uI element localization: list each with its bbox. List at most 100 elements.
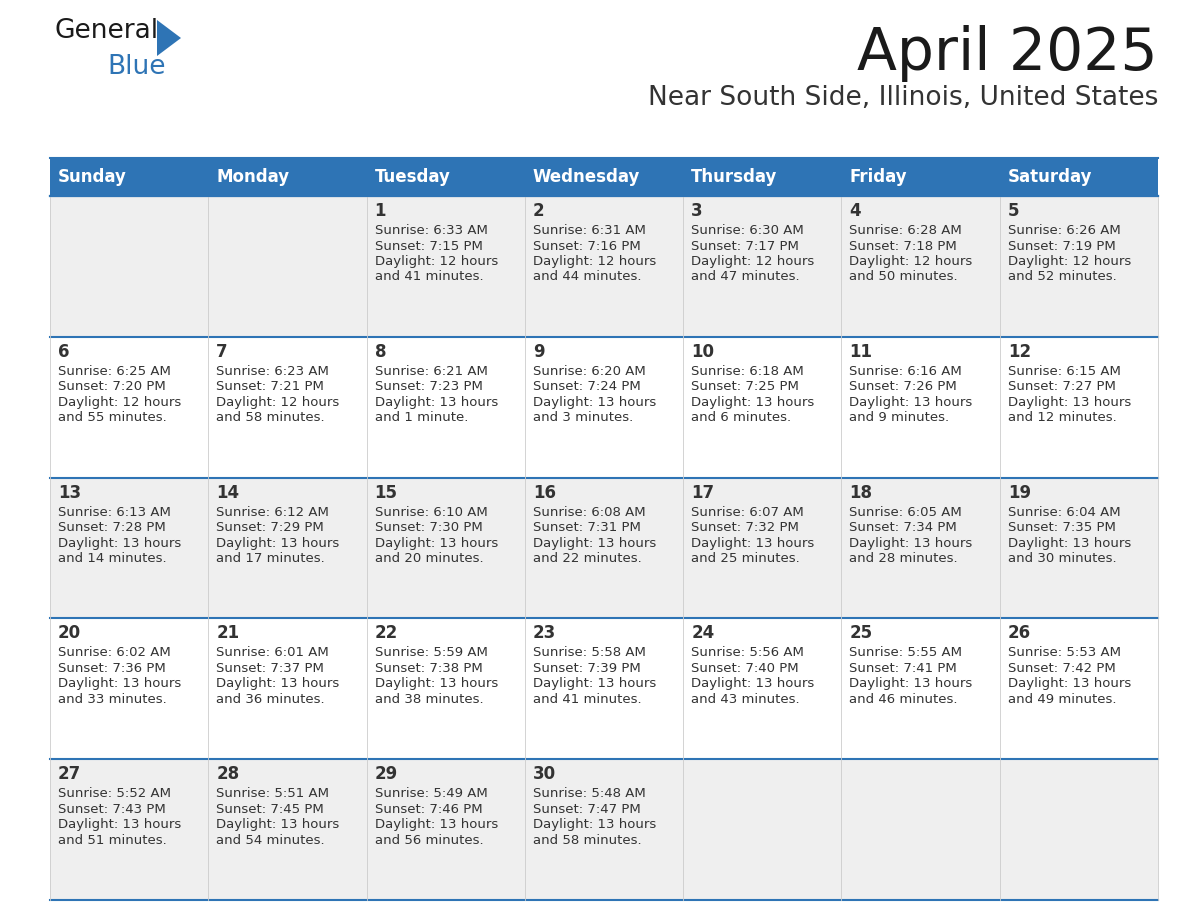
Text: and 20 minutes.: and 20 minutes. — [374, 552, 484, 565]
Text: 23: 23 — [533, 624, 556, 643]
Text: Sunrise: 6:33 AM: Sunrise: 6:33 AM — [374, 224, 487, 237]
Text: and 58 minutes.: and 58 minutes. — [216, 411, 324, 424]
Text: Sunset: 7:29 PM: Sunset: 7:29 PM — [216, 521, 324, 534]
Text: 12: 12 — [1007, 342, 1031, 361]
Text: 5: 5 — [1007, 202, 1019, 220]
Bar — [683, 337, 841, 477]
Text: Sunset: 7:21 PM: Sunset: 7:21 PM — [216, 380, 324, 393]
Bar — [208, 337, 367, 477]
Text: Daylight: 13 hours: Daylight: 13 hours — [216, 537, 340, 550]
Text: 2: 2 — [533, 202, 544, 220]
Bar — [367, 158, 525, 196]
Text: Daylight: 13 hours: Daylight: 13 hours — [1007, 677, 1131, 690]
Text: and 56 minutes.: and 56 minutes. — [374, 834, 484, 846]
Text: Sunrise: 6:02 AM: Sunrise: 6:02 AM — [58, 646, 171, 659]
Text: Sunrise: 6:08 AM: Sunrise: 6:08 AM — [533, 506, 645, 519]
Bar — [841, 337, 1000, 477]
Text: Sunset: 7:40 PM: Sunset: 7:40 PM — [691, 662, 798, 675]
Bar — [50, 196, 208, 337]
Text: Sunset: 7:26 PM: Sunset: 7:26 PM — [849, 380, 958, 393]
Text: 22: 22 — [374, 624, 398, 643]
Text: Sunset: 7:30 PM: Sunset: 7:30 PM — [374, 521, 482, 534]
Bar — [208, 619, 367, 759]
Bar — [208, 196, 367, 337]
Text: Blue: Blue — [107, 54, 165, 80]
Text: Daylight: 12 hours: Daylight: 12 hours — [58, 396, 182, 409]
Text: Sunset: 7:24 PM: Sunset: 7:24 PM — [533, 380, 640, 393]
Bar — [50, 158, 208, 196]
Text: Sunday: Sunday — [58, 168, 127, 186]
Text: 8: 8 — [374, 342, 386, 361]
Text: Daylight: 13 hours: Daylight: 13 hours — [58, 537, 182, 550]
Polygon shape — [157, 20, 181, 56]
Text: and 51 minutes.: and 51 minutes. — [58, 834, 166, 846]
Text: Sunrise: 6:31 AM: Sunrise: 6:31 AM — [533, 224, 646, 237]
Bar — [208, 759, 367, 900]
Text: General: General — [55, 18, 159, 44]
Text: Sunset: 7:34 PM: Sunset: 7:34 PM — [849, 521, 958, 534]
Bar — [683, 477, 841, 619]
Bar — [525, 619, 683, 759]
Text: Sunrise: 5:51 AM: Sunrise: 5:51 AM — [216, 788, 329, 800]
Text: Wednesday: Wednesday — [533, 168, 640, 186]
Bar — [1000, 158, 1158, 196]
Text: and 38 minutes.: and 38 minutes. — [374, 693, 484, 706]
Text: Daylight: 13 hours: Daylight: 13 hours — [374, 537, 498, 550]
Text: Daylight: 13 hours: Daylight: 13 hours — [374, 818, 498, 831]
Text: and 52 minutes.: and 52 minutes. — [1007, 271, 1117, 284]
Text: and 25 minutes.: and 25 minutes. — [691, 552, 800, 565]
Text: Sunset: 7:45 PM: Sunset: 7:45 PM — [216, 802, 324, 816]
Text: Sunrise: 6:13 AM: Sunrise: 6:13 AM — [58, 506, 171, 519]
Text: and 46 minutes.: and 46 minutes. — [849, 693, 958, 706]
Text: Sunrise: 6:01 AM: Sunrise: 6:01 AM — [216, 646, 329, 659]
Text: Sunrise: 5:58 AM: Sunrise: 5:58 AM — [533, 646, 646, 659]
Text: Sunset: 7:37 PM: Sunset: 7:37 PM — [216, 662, 324, 675]
Text: 11: 11 — [849, 342, 872, 361]
Text: Sunrise: 5:56 AM: Sunrise: 5:56 AM — [691, 646, 804, 659]
Bar — [50, 477, 208, 619]
Text: Sunset: 7:42 PM: Sunset: 7:42 PM — [1007, 662, 1116, 675]
Text: 29: 29 — [374, 766, 398, 783]
Text: 18: 18 — [849, 484, 872, 501]
Text: Sunset: 7:46 PM: Sunset: 7:46 PM — [374, 802, 482, 816]
Text: Daylight: 13 hours: Daylight: 13 hours — [374, 677, 498, 690]
Bar — [1000, 477, 1158, 619]
Bar — [1000, 337, 1158, 477]
Bar — [525, 337, 683, 477]
Text: Sunset: 7:47 PM: Sunset: 7:47 PM — [533, 802, 640, 816]
Bar — [683, 759, 841, 900]
Text: Daylight: 13 hours: Daylight: 13 hours — [849, 396, 973, 409]
Bar — [1000, 619, 1158, 759]
Bar — [367, 337, 525, 477]
Bar — [525, 158, 683, 196]
Text: and 17 minutes.: and 17 minutes. — [216, 552, 326, 565]
Text: Daylight: 12 hours: Daylight: 12 hours — [216, 396, 340, 409]
Text: 4: 4 — [849, 202, 861, 220]
Text: Daylight: 13 hours: Daylight: 13 hours — [533, 537, 656, 550]
Text: 27: 27 — [58, 766, 81, 783]
Bar — [525, 759, 683, 900]
Text: Sunrise: 6:16 AM: Sunrise: 6:16 AM — [849, 364, 962, 378]
Bar — [841, 158, 1000, 196]
Text: Daylight: 13 hours: Daylight: 13 hours — [58, 677, 182, 690]
Text: Sunrise: 6:04 AM: Sunrise: 6:04 AM — [1007, 506, 1120, 519]
Text: 20: 20 — [58, 624, 81, 643]
Text: and 30 minutes.: and 30 minutes. — [1007, 552, 1117, 565]
Text: Sunrise: 6:30 AM: Sunrise: 6:30 AM — [691, 224, 804, 237]
Bar — [1000, 196, 1158, 337]
Text: 16: 16 — [533, 484, 556, 501]
Text: Daylight: 12 hours: Daylight: 12 hours — [691, 255, 815, 268]
Text: Sunrise: 6:15 AM: Sunrise: 6:15 AM — [1007, 364, 1120, 378]
Text: Daylight: 13 hours: Daylight: 13 hours — [374, 396, 498, 409]
Text: Sunset: 7:17 PM: Sunset: 7:17 PM — [691, 240, 800, 252]
Text: Sunrise: 6:18 AM: Sunrise: 6:18 AM — [691, 364, 804, 378]
Bar — [841, 619, 1000, 759]
Text: Sunrise: 6:26 AM: Sunrise: 6:26 AM — [1007, 224, 1120, 237]
Text: Sunrise: 5:59 AM: Sunrise: 5:59 AM — [374, 646, 487, 659]
Text: 1: 1 — [374, 202, 386, 220]
Bar — [841, 759, 1000, 900]
Text: and 1 minute.: and 1 minute. — [374, 411, 468, 424]
Text: Daylight: 12 hours: Daylight: 12 hours — [374, 255, 498, 268]
Text: Monday: Monday — [216, 168, 290, 186]
Bar — [683, 619, 841, 759]
